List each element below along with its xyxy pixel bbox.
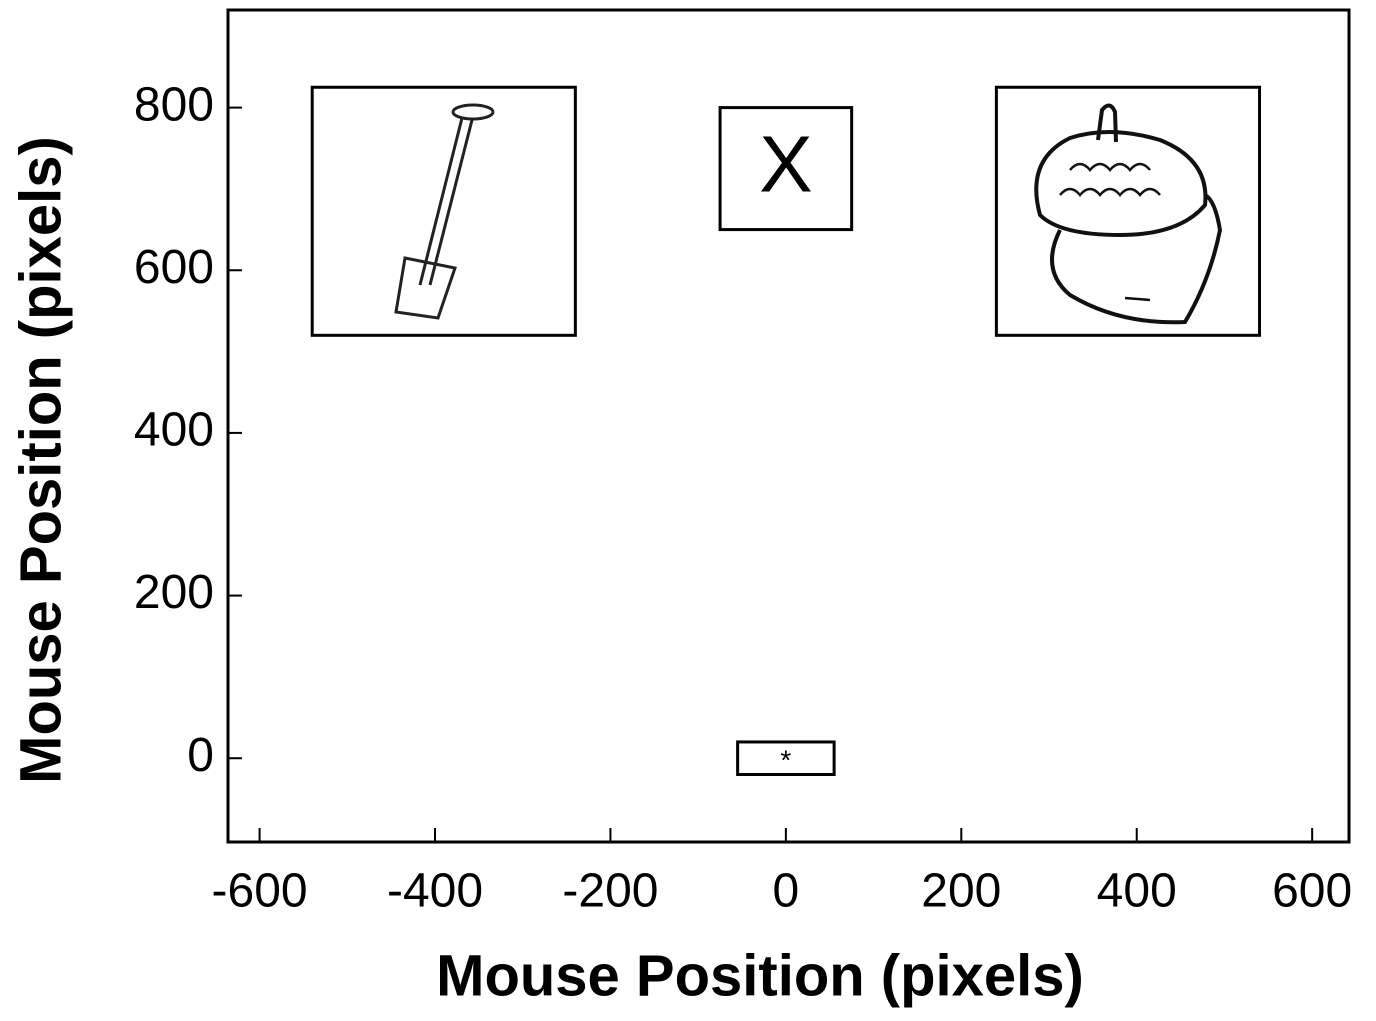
- plot-frame: [226, 8, 1351, 844]
- y-tick-label: 400: [134, 404, 214, 457]
- x-tick-label: -200: [562, 865, 658, 918]
- y-tick-label: 600: [134, 241, 214, 294]
- x-tick-label: -600: [212, 865, 308, 918]
- y-tick-label: 0: [187, 729, 214, 782]
- x-tick-label: 200: [921, 865, 1001, 918]
- region-box: [994, 85, 1262, 337]
- region-label: *: [780, 745, 791, 776]
- y-axis-label: Mouse Position (pixels): [8, 136, 73, 784]
- x-tick-label: 400: [1097, 865, 1177, 918]
- x-axis-label: Mouse Position (pixels): [436, 943, 1084, 1008]
- shovel-icon: [394, 103, 495, 320]
- region-box: [310, 85, 577, 337]
- region-label: X: [759, 120, 812, 209]
- y-tick-label: 200: [134, 566, 214, 619]
- acorn-icon: [1034, 103, 1223, 325]
- region-box: [736, 740, 836, 776]
- y-tick-label: 800: [134, 78, 214, 131]
- x-tick-label: -400: [387, 865, 483, 918]
- region-box: [718, 106, 854, 232]
- x-tick-label: 0: [773, 865, 800, 918]
- x-tick-label: 600: [1272, 865, 1352, 918]
